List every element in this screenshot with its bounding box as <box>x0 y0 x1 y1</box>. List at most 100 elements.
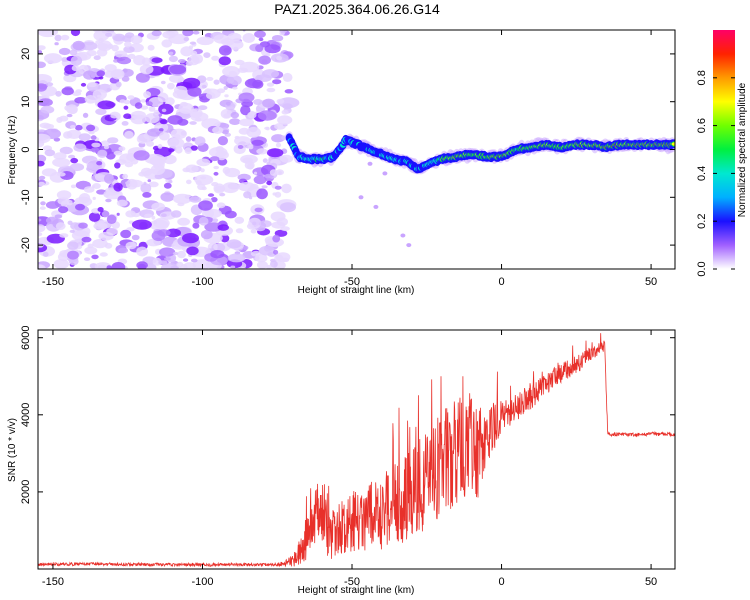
noise-blob <box>38 181 45 186</box>
noise-blob <box>248 144 254 150</box>
colorbar-tick-label: 0.2 <box>696 214 708 229</box>
noise-blob <box>54 214 63 219</box>
noise-blob <box>163 182 172 189</box>
noise-blob <box>106 88 111 92</box>
noise-blob <box>38 133 51 144</box>
noise-blob <box>275 142 282 148</box>
spectrogram-x-tick-label: -150 <box>42 276 64 288</box>
ridge-core <box>671 142 675 146</box>
noise-blob <box>70 157 79 164</box>
noise-blob <box>166 30 179 37</box>
noise-blob <box>266 180 273 186</box>
colorbar-tick-label: 0.4 <box>696 166 708 181</box>
noise-blob <box>44 149 56 157</box>
noise-blob <box>256 261 268 269</box>
noise-blob <box>38 175 46 180</box>
noise-blob <box>222 66 241 77</box>
noise-blob <box>103 145 110 150</box>
noise-blob <box>114 162 121 169</box>
noise-blob <box>75 89 82 93</box>
noise-blob <box>271 221 286 229</box>
noise-blob <box>163 154 177 165</box>
noise-blob <box>38 83 47 92</box>
noise-blob <box>59 146 73 155</box>
noise-blob <box>97 94 102 98</box>
spectrogram-x-tick-label: -100 <box>191 276 213 288</box>
noise-blob <box>59 115 69 122</box>
noise-blob <box>186 246 199 256</box>
noise-blob <box>229 75 242 86</box>
noise-blob <box>145 113 160 124</box>
noise-blob <box>282 72 293 82</box>
noise-blob <box>125 241 137 250</box>
colorbar-gradient <box>713 30 735 269</box>
noise-blob <box>148 106 156 112</box>
spectrogram-y-tick-label: 0 <box>20 146 32 152</box>
noise-blob <box>57 172 66 177</box>
noise-blob <box>191 258 198 263</box>
noise-blob <box>230 265 236 269</box>
noise-blob <box>247 111 257 119</box>
noise-blob <box>239 61 260 73</box>
noise-blob <box>151 215 156 220</box>
noise-blob <box>92 89 107 100</box>
noise-blob <box>216 88 226 94</box>
noise-blob <box>96 161 103 166</box>
snr-x-tick-label: -50 <box>344 576 360 588</box>
noise-blob <box>38 232 43 237</box>
noise-blob <box>281 257 290 263</box>
noise-blob <box>86 162 99 173</box>
spectrogram-noise <box>38 30 300 269</box>
noise-blob <box>84 95 97 104</box>
noise-blob <box>272 79 282 85</box>
noise-blob <box>189 41 196 45</box>
colorbar-tick-label: 0.8 <box>696 70 708 85</box>
noise-blob <box>248 196 253 200</box>
noise-blob <box>203 52 211 58</box>
spectrogram-x-tick-label: 0 <box>498 276 504 288</box>
noise-blob <box>204 222 224 232</box>
noise-blob <box>275 169 285 176</box>
noise-blob <box>196 36 214 46</box>
noise-blob <box>269 169 278 176</box>
noise-blob <box>265 126 270 131</box>
noise-blob <box>38 98 53 107</box>
noise-blob <box>67 220 73 225</box>
noise-blob <box>159 247 176 257</box>
noise-blob <box>213 165 219 170</box>
noise-blob <box>282 103 293 110</box>
noise-blob <box>140 99 146 103</box>
noise-blob <box>38 218 42 222</box>
noise-blob <box>198 200 213 211</box>
noise-blob <box>200 168 205 173</box>
noise-blob <box>120 229 132 239</box>
noise-blob <box>274 185 282 190</box>
noise-blob <box>159 260 168 265</box>
snr-x-tick-label: -150 <box>42 576 64 588</box>
noise-blob <box>256 148 268 155</box>
noise-blob <box>107 137 119 144</box>
noise-blob <box>97 100 115 110</box>
noise-blob <box>211 55 220 61</box>
noise-blob <box>277 115 293 125</box>
noise-blob <box>123 46 135 53</box>
noise-blob <box>60 34 70 41</box>
noise-blob <box>246 126 261 138</box>
noise-blob <box>235 228 244 234</box>
snr-y-tick-label: 6000 <box>20 325 32 349</box>
noise-blob <box>218 156 226 161</box>
noise-blob <box>38 30 59 38</box>
noise-blob <box>147 179 152 183</box>
noise-blob <box>198 105 208 111</box>
noise-blob <box>75 124 83 131</box>
noise-blob <box>262 98 276 108</box>
noise-blob <box>254 30 266 38</box>
noise-blob <box>196 158 211 167</box>
noise-blob <box>253 99 263 105</box>
noise-blob <box>80 82 87 87</box>
noise-blob <box>160 192 175 202</box>
noise-blob <box>257 110 277 121</box>
noise-blob <box>261 69 280 79</box>
noise-blob <box>183 37 190 42</box>
noise-blob <box>116 56 132 65</box>
